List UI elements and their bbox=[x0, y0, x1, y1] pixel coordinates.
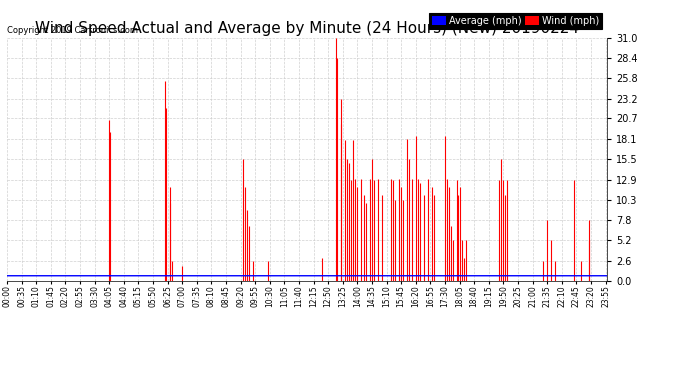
Text: Copyright 2019 Cartronics.com: Copyright 2019 Cartronics.com bbox=[7, 26, 138, 35]
Legend: Average (mph), Wind (mph): Average (mph), Wind (mph) bbox=[428, 13, 602, 29]
Title: Wind Speed Actual and Average by Minute (24 Hours) (New) 20190224: Wind Speed Actual and Average by Minute … bbox=[35, 21, 579, 36]
